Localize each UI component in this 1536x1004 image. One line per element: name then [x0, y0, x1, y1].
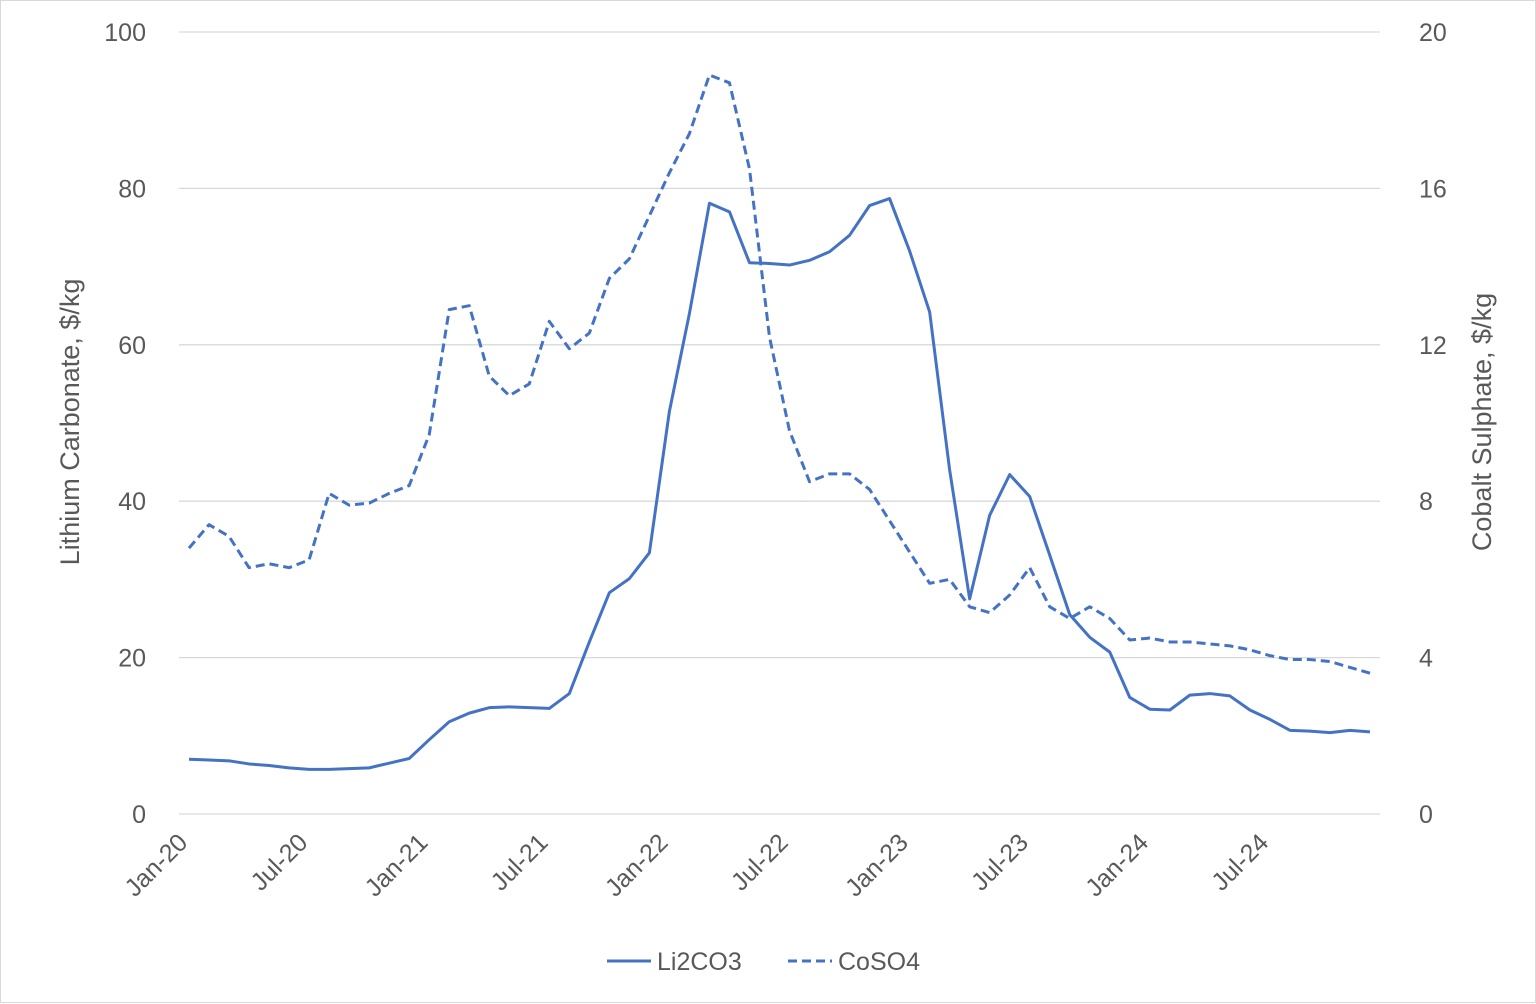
x-tick-label: Jan-20 [119, 828, 193, 902]
left-y-tick-label: 60 [118, 332, 146, 360]
right-y-tick-label: 8 [1419, 488, 1433, 516]
x-tick-label: Jan-23 [840, 828, 914, 902]
left-y-tick-label: 0 [132, 801, 146, 829]
x-tick-label: Jan-22 [600, 828, 674, 902]
legend: Li2CO3 CoSO4 [607, 948, 920, 976]
left-y-tick-label: 40 [118, 488, 146, 516]
x-tick-label: Jan-24 [1080, 828, 1154, 902]
series-line-li2co3 [188, 197, 1371, 771]
x-tick-label: Jul-24 [1206, 828, 1274, 896]
x-tick-label: Jan-21 [360, 828, 434, 902]
left-y-axis-title: Lithium Carbonate, $/kg [55, 279, 85, 566]
left-y-axis-ticks: 0 20 40 60 80 100 [104, 19, 146, 829]
x-tick-label: Jul-23 [966, 828, 1034, 896]
right-y-tick-label: 0 [1419, 801, 1433, 829]
legend-label-li2co3: Li2CO3 [657, 948, 742, 976]
x-tick-label: Jul-21 [486, 828, 554, 896]
gridlines [179, 31, 1380, 815]
x-tick-label: Jul-20 [245, 828, 313, 896]
legend-label-coso4: CoSO4 [838, 948, 920, 976]
left-y-tick-label: 80 [118, 175, 146, 203]
left-y-tick-label: 100 [104, 19, 146, 47]
x-tick-label: Jul-22 [726, 828, 794, 896]
right-y-tick-label: 20 [1419, 19, 1447, 47]
right-y-tick-label: 12 [1419, 332, 1447, 360]
right-y-axis-ticks: 0 4 8 12 16 20 [1419, 19, 1447, 829]
right-y-tick-label: 4 [1419, 645, 1433, 673]
right-y-axis-title: Cobalt Sulphate, $/kg [1467, 293, 1497, 551]
series-line-coso4 [187, 73, 1371, 675]
left-y-tick-label: 20 [118, 645, 146, 673]
x-axis-ticks: Jan-20 Jul-20 Jan-21 Jul-21 Jan-22 Jul-22 Jan-… [119, 828, 1274, 902]
series [187, 73, 1371, 771]
right-y-tick-label: 16 [1419, 175, 1447, 203]
